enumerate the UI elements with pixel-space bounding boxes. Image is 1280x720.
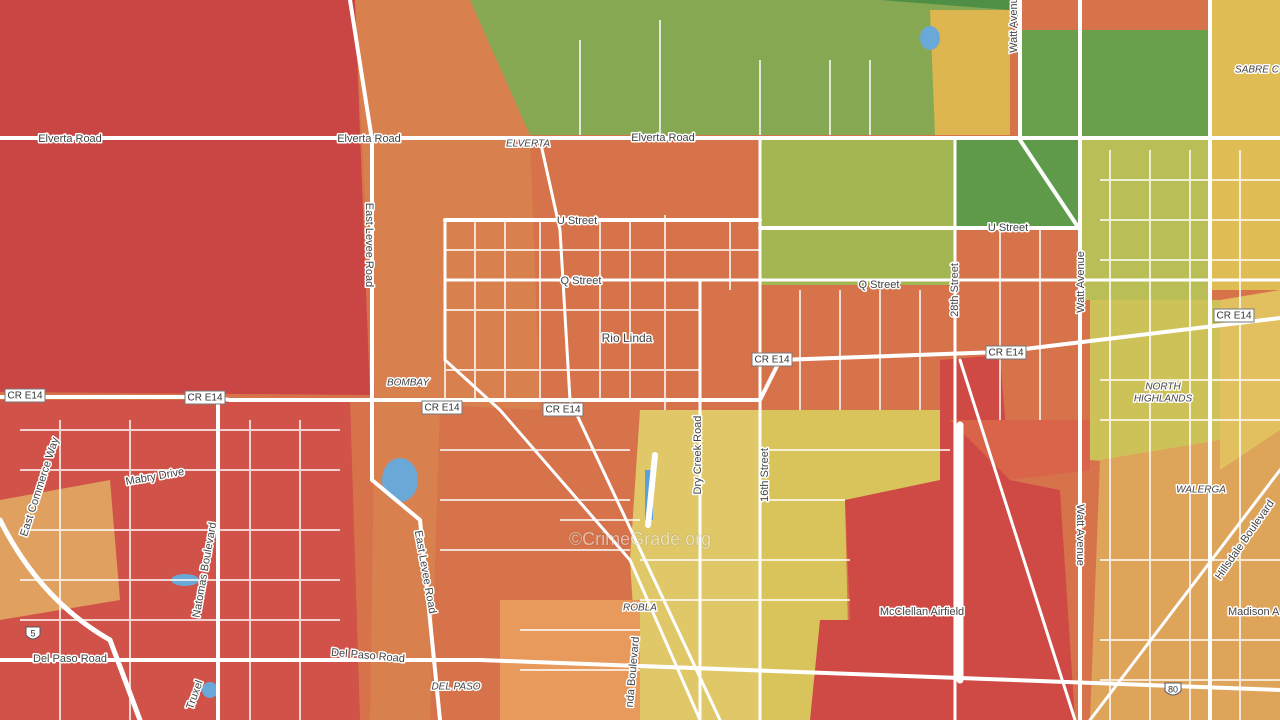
road-label: East Levee Road: [363, 203, 375, 287]
place-label: ROBLA: [623, 603, 657, 614]
interstate-shield: 5: [25, 626, 41, 640]
place-label: DEL PASO: [431, 682, 480, 693]
region: [470, 0, 1010, 135]
place-label: WALERGA: [1176, 485, 1226, 496]
route-shield: CR E14: [421, 400, 463, 415]
road-label: 28th Street: [949, 263, 961, 317]
region: [955, 140, 1080, 230]
road-label: Watt Avenue: [1008, 0, 1020, 53]
region: [1210, 0, 1280, 290]
road-label: Watt Avenue: [1074, 504, 1086, 566]
shield-label: CR E14: [545, 405, 580, 416]
place-label: NORTH: [1145, 382, 1181, 393]
road-label: Q Street: [859, 279, 900, 291]
road-label: Q Street: [561, 275, 602, 287]
road-label: Madison A: [1228, 606, 1280, 618]
region: [930, 10, 1010, 135]
region: [1090, 300, 1220, 470]
region: [1020, 30, 1210, 140]
route-shield: CR E14: [751, 352, 793, 367]
watermark: ©CrimeGrade.org: [569, 529, 711, 549]
road-label: Del Paso Road: [33, 653, 107, 665]
shields: CR E14 CR E14 CR E14 CR E14 CR E14 CR E1…: [4, 308, 1255, 696]
route-shield: CR E14: [184, 390, 226, 405]
place-label: Rio Linda: [602, 331, 653, 345]
lake: [920, 26, 940, 50]
shield-label: CR E14: [988, 348, 1023, 359]
route-shield: CR E14: [542, 402, 584, 417]
region: [0, 0, 370, 395]
region: [880, 0, 1010, 10]
region: [630, 410, 760, 720]
shield-label: CR E14: [7, 391, 42, 402]
region: [810, 355, 1075, 720]
region: [1090, 430, 1280, 720]
region: [355, 0, 540, 720]
road-label: Elverta Road: [337, 133, 401, 145]
shield-label: CR E14: [187, 393, 222, 404]
shield-label: CR E14: [1216, 311, 1251, 322]
road-label: 16th Street: [759, 448, 771, 502]
road-label: U Street: [988, 222, 1028, 234]
road-label: Dry Creek Road: [692, 416, 704, 495]
place-label: HIGHLANDS: [1134, 394, 1193, 405]
place-label: BOMBAY: [387, 378, 430, 389]
region: [760, 410, 950, 720]
shield-label: 80: [1168, 684, 1178, 694]
route-shield: CR E14: [4, 388, 46, 403]
road-label: U Street: [557, 215, 597, 227]
road-label: Elverta Road: [38, 133, 102, 145]
place-label: ELVERTA: [506, 139, 550, 150]
region: [0, 400, 360, 720]
route-shield: CR E14: [985, 345, 1027, 360]
shield-label: CR E14: [424, 403, 459, 414]
place-label: SABRE C: [1235, 65, 1280, 76]
lake: [202, 682, 218, 698]
place-label: McClellan Airfield: [880, 606, 964, 618]
interstate-shield: 80: [1164, 682, 1182, 696]
road-label: Watt Avenue: [1075, 251, 1087, 313]
lake: [382, 458, 418, 502]
route-shield: CR E14: [1213, 308, 1255, 323]
shield-label: CR E14: [754, 355, 789, 366]
shield-label: 5: [30, 628, 35, 638]
road-label: Elverta Road: [631, 132, 695, 144]
region: [760, 140, 955, 285]
